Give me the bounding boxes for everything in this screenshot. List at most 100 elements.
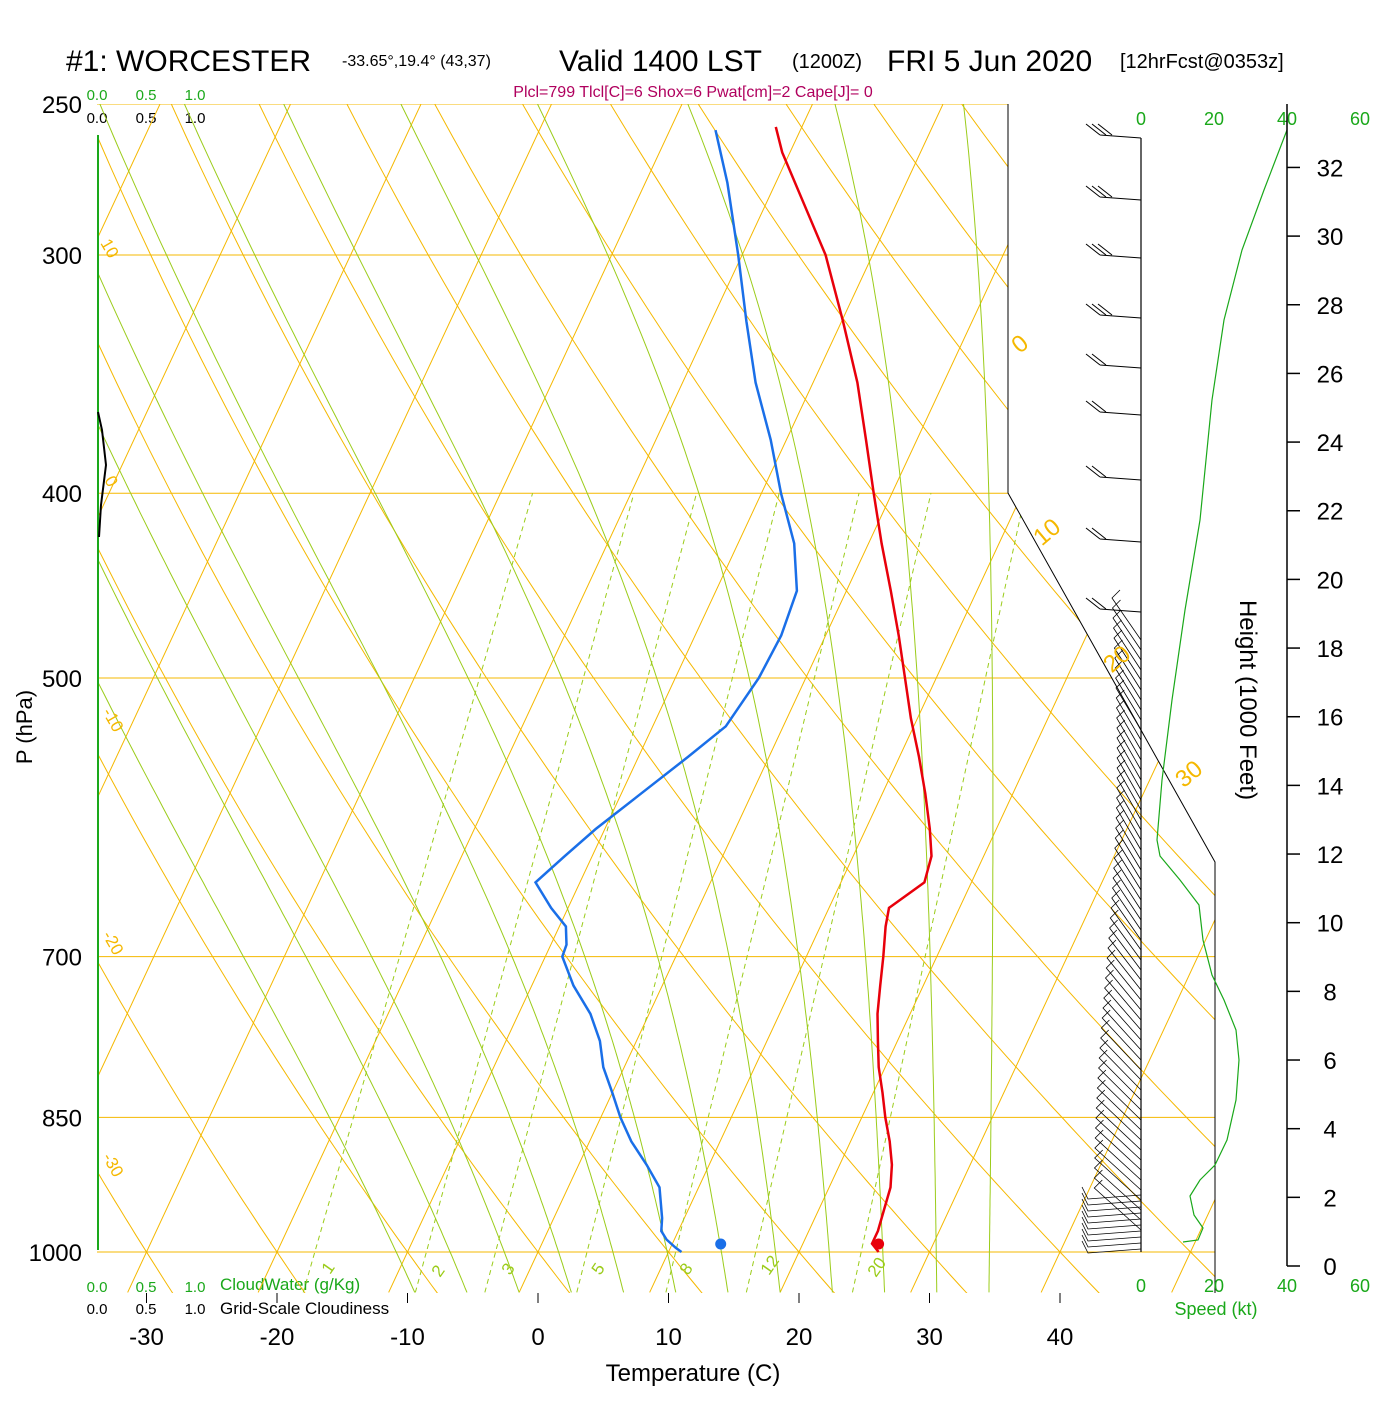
dry-adiabat [97, 104, 842, 1293]
height-tick-label: 28 [1317, 293, 1344, 320]
height-tick-label: 0 [1323, 1254, 1336, 1281]
mixing-ratio-line [302, 493, 534, 1293]
moist-adiabat [97, 104, 625, 1293]
wind-barb [1098, 1049, 1142, 1101]
wind-barb [1081, 1192, 1142, 1206]
mixing-ratio-label: 5 [588, 1260, 609, 1279]
wind-barb [1104, 979, 1142, 1031]
mixing-ratio-label: 20 [864, 1254, 890, 1280]
isotherm [518, 104, 1090, 1293]
temperature-tick-label: 40 [1047, 1324, 1074, 1351]
isotherm [388, 104, 960, 1293]
wind-barb [1112, 619, 1142, 671]
wind-barb [1081, 1210, 1142, 1224]
wind-barb [1115, 799, 1142, 851]
wind-barb [1081, 1216, 1142, 1230]
wind-barb [1081, 1234, 1142, 1248]
wind-barb [1113, 629, 1142, 681]
wind-speed-profile [1156, 129, 1288, 1243]
wind-barb [1105, 959, 1142, 1011]
dry-adiabat-label: 10 [97, 236, 123, 262]
dry-adiabat [242, 104, 1107, 1293]
dry-adiabat [676, 104, 1215, 1293]
wind-barb [1081, 1228, 1142, 1242]
wind-barb [1085, 353, 1142, 369]
wind-barb [1102, 999, 1142, 1051]
dry-adiabat [97, 104, 444, 1293]
cloud-scale-label: 1.0 [185, 1279, 206, 1296]
wind-barb [1114, 659, 1142, 711]
height-tick-label: 14 [1317, 773, 1344, 800]
wind-barb [1109, 909, 1142, 961]
wind-barb [1093, 1179, 1142, 1231]
isotherm [97, 104, 307, 1293]
temperature-tick-label: 0 [531, 1324, 544, 1351]
wind-barb [1116, 749, 1142, 801]
wind-barb [1110, 899, 1142, 951]
cloud-scale-label: 0.0 [87, 1301, 108, 1318]
wind-barb [1108, 929, 1142, 981]
speed-tick-label: 0 [1136, 1276, 1146, 1296]
dry-adiabat [155, 104, 974, 1293]
wind-barb [1100, 1019, 1142, 1071]
moist-adiabat [267, 104, 729, 1293]
wind-barb [1113, 639, 1142, 691]
cloud-scale-label: 0.0 [87, 110, 108, 127]
height-tick-label: 10 [1317, 911, 1344, 938]
wind-barb [1111, 879, 1142, 931]
dry-adiabat [97, 104, 178, 1293]
mixing-ratio-line [851, 493, 1026, 1293]
moist-adiabat [97, 104, 520, 1293]
height-tick-label: 6 [1323, 1048, 1336, 1075]
cloud-scale-label: 1.0 [185, 1301, 206, 1318]
pressure-axis: 250 300 400 500 700 850 1000 [29, 92, 82, 1267]
dry-adiabat [416, 104, 1215, 1293]
temperature-axis: -30 -20 -10 0 10 20 30 40 [129, 1293, 1073, 1351]
moist-adiabat [959, 104, 994, 1293]
cloudiness-label: Grid-Scale Cloudiness [220, 1299, 389, 1318]
wind-barb [1115, 819, 1142, 871]
plot-frame [1007, 104, 1216, 1293]
pressure-tick-label: 850 [42, 1105, 82, 1132]
valid-date: FRI 5 Jun 2020 [887, 45, 1092, 78]
wind-barb [1104, 969, 1142, 1021]
mixing-ratio-line [576, 493, 780, 1293]
dry-adiabat [1023, 104, 1215, 1293]
height-tick-label: 2 [1323, 1185, 1336, 1212]
wind-barb [1106, 949, 1142, 1001]
height-tick-label: 32 [1317, 155, 1344, 182]
wind-barb [1115, 689, 1142, 741]
wind-barb [1113, 849, 1142, 901]
cloud-scale-label: 0.5 [136, 1301, 157, 1318]
mixing-ratio-line [745, 493, 932, 1293]
moist-adiabat [825, 104, 938, 1293]
dry-adiabat-label: -20 [99, 928, 128, 959]
temperature-tick-label: 10 [655, 1324, 682, 1351]
isotherm [910, 104, 1215, 1293]
wind-barb [1099, 1039, 1142, 1091]
wind-barb [1081, 1186, 1142, 1200]
isotherm [97, 104, 177, 1293]
wind-barb [1094, 1139, 1142, 1191]
wind-barb [1081, 1222, 1142, 1236]
height-tick-label: 8 [1323, 979, 1336, 1006]
cloudwater-scale-top: 0.0 0.5 1.0 0.0 0.5 1.0 [87, 87, 206, 127]
wind-barb [1111, 599, 1142, 651]
wind-barb [1115, 679, 1142, 731]
isotherm-label: 10 [1028, 513, 1066, 551]
wind-barb [1116, 739, 1142, 791]
speed-tick-label: 20 [1204, 109, 1224, 129]
height-tick-label: 26 [1317, 361, 1344, 388]
speed-axis-label: Speed (kt) [1174, 1299, 1257, 1319]
wind-barb [1094, 1149, 1142, 1201]
isotherm [1040, 104, 1215, 1293]
forecast-info: [12hrFcst@0353z] [1120, 51, 1284, 73]
wind-barb [1085, 185, 1142, 201]
wind-barbs [1081, 123, 1142, 1254]
wind-barb [1097, 1069, 1142, 1121]
dry-adiabat [97, 104, 576, 1293]
mixing-ratio-label: 2 [428, 1262, 449, 1281]
dry-adiabat [97, 104, 709, 1293]
pressure-tick-label: 500 [42, 666, 82, 693]
